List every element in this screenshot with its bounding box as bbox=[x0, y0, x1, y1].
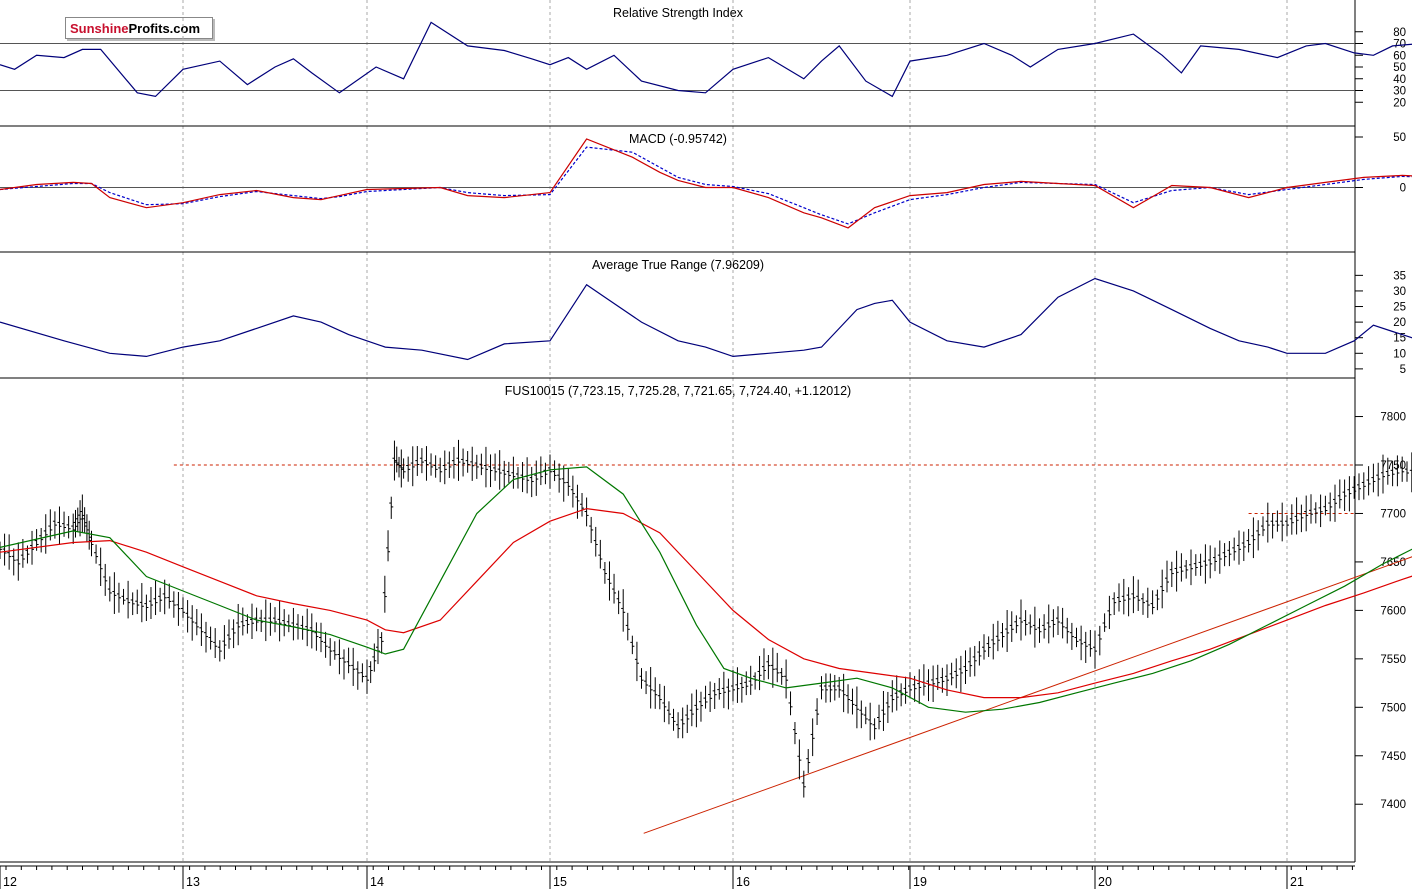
y-tick-label: 20 bbox=[1393, 97, 1406, 109]
panel-title: FUS10015 (7,723.15, 7,725.28, 7,721.65, … bbox=[505, 384, 851, 398]
x-tick-label: 13 bbox=[186, 875, 200, 889]
x-tick-label: 20 bbox=[1098, 875, 1112, 889]
price-bars bbox=[0, 439, 1412, 798]
logo-part-2: Profits.com bbox=[128, 21, 201, 36]
fast-moving-average bbox=[0, 466, 1412, 713]
y-tick-label: 20 bbox=[1393, 317, 1406, 329]
y-tick-label: 70 bbox=[1393, 39, 1406, 51]
slow-moving-average bbox=[0, 507, 1412, 699]
atr-line bbox=[0, 277, 1412, 361]
y-tick-label: 40 bbox=[1393, 74, 1406, 86]
y-tick-label: 30 bbox=[1393, 286, 1406, 298]
x-tick-label: 21 bbox=[1290, 875, 1304, 889]
panel-title: Average True Range (7.96209) bbox=[592, 258, 764, 272]
trend-line bbox=[643, 556, 1412, 834]
y-tick-label: 7550 bbox=[1380, 654, 1406, 666]
y-tick-label: 0 bbox=[1400, 183, 1406, 195]
x-tick-label: 14 bbox=[370, 875, 384, 889]
y-tick-label: 7700 bbox=[1380, 508, 1406, 520]
panel-title: MACD (-0.95742) bbox=[629, 132, 727, 146]
y-tick-label: 7400 bbox=[1380, 799, 1406, 811]
macd-signal-line bbox=[0, 146, 1412, 225]
y-tick-label: 7500 bbox=[1380, 702, 1406, 714]
x-tick-label: 12 bbox=[3, 875, 17, 889]
y-tick-label: 7750 bbox=[1380, 460, 1406, 472]
y-tick-label: 30 bbox=[1393, 86, 1406, 98]
y-tick-label: 15 bbox=[1393, 333, 1406, 345]
y-tick-label: 50 bbox=[1393, 132, 1406, 144]
logo-part-1: Sunshine bbox=[70, 21, 129, 36]
x-tick-label: 15 bbox=[553, 875, 567, 889]
y-tick-label: 10 bbox=[1393, 348, 1406, 360]
y-tick-label: 25 bbox=[1393, 302, 1406, 314]
y-tick-label: 35 bbox=[1393, 270, 1406, 282]
y-tick-label: 80 bbox=[1393, 27, 1406, 39]
y-tick-label: 5 bbox=[1400, 364, 1406, 376]
y-tick-label: 7450 bbox=[1380, 751, 1406, 763]
panel-title: Relative Strength Index bbox=[613, 6, 744, 20]
y-tick-label: 7600 bbox=[1380, 605, 1406, 617]
macd-line bbox=[0, 138, 1412, 229]
rsi-line bbox=[0, 21, 1412, 98]
y-tick-label: 60 bbox=[1393, 50, 1406, 62]
y-tick-label: 7800 bbox=[1380, 412, 1406, 424]
x-tick-label: 16 bbox=[736, 875, 750, 889]
x-tick-label: 19 bbox=[913, 875, 927, 889]
y-tick-label: 50 bbox=[1393, 62, 1406, 74]
brand-logo: SunshineProfits.com bbox=[65, 17, 213, 39]
